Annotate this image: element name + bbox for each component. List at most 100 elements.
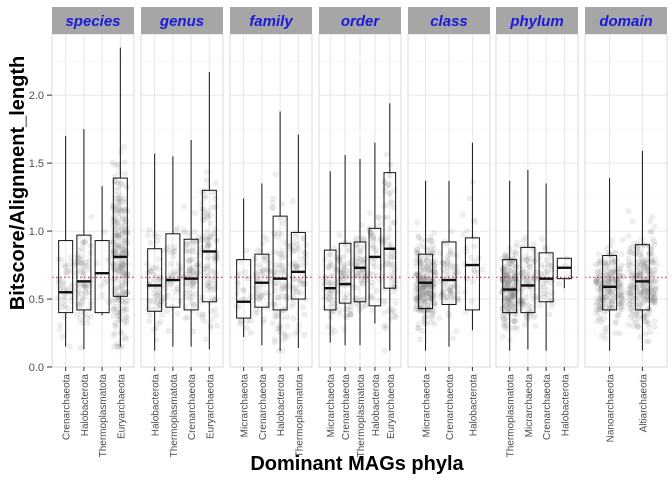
data-point [118,285,126,292]
data-point [182,281,190,288]
data-point [354,270,361,277]
data-point [626,258,633,265]
data-point [423,245,430,252]
data-point [417,291,424,298]
iqr-box [236,259,252,319]
data-point [165,327,172,334]
data-point [274,265,281,272]
data-point [609,277,616,284]
data-point [114,231,121,239]
data-point [555,280,563,287]
data-point [390,265,397,272]
data-point [385,181,393,188]
data-point [470,217,477,224]
data-point [59,283,66,291]
data-point [115,244,122,251]
data-point [330,244,338,252]
data-point [115,184,122,191]
data-point [618,288,625,295]
data-point [512,249,520,256]
data-point [370,235,377,242]
data-point [110,312,117,319]
data-point [255,295,262,302]
data-point [261,316,268,323]
data-point [203,286,210,293]
data-point [152,264,159,271]
data-point [190,238,197,245]
data-point [210,231,217,238]
data-point [121,238,128,245]
data-point [120,143,128,150]
data-point [340,253,347,260]
data-point [425,266,432,274]
data-point [651,256,659,263]
data-point [629,250,636,257]
data-point [115,232,122,239]
data-point [327,251,334,258]
data-point [340,270,347,277]
data-point [117,207,125,214]
data-point [442,281,449,288]
data-point [288,303,295,310]
data-point [651,323,658,330]
data-point [119,198,126,205]
data-point [508,295,516,302]
data-point [151,276,158,283]
data-point [146,226,153,234]
data-point [76,290,84,297]
data-point [327,259,334,266]
data-point [602,262,609,269]
data-point [110,286,117,294]
data-point [453,252,460,259]
data-point [120,269,127,276]
data-point [470,233,477,240]
data-point [167,270,174,278]
data-point [123,249,130,257]
data-point [301,331,308,338]
data-point [642,318,649,325]
data-point [444,272,451,279]
data-point [116,259,123,267]
data-point [392,313,399,320]
data-point [150,298,158,305]
box-Thermoplasmatota [290,134,306,348]
data-point [391,308,398,315]
data-point [444,253,451,261]
data-point [292,229,299,237]
data-point [291,264,298,271]
data-point [212,257,219,264]
data-point [355,259,362,266]
data-point [642,330,649,338]
data-point [116,263,123,270]
data-point [207,277,215,284]
data-point [119,228,126,235]
data-point [341,241,348,248]
data-point [428,291,436,298]
data-point [117,180,125,188]
data-point [357,248,364,255]
x-tick-label: Crenarchaeota [445,374,456,441]
data-point [292,245,299,252]
data-point [121,208,128,215]
data-point [413,245,420,253]
data-point [284,333,291,340]
data-point [188,300,195,307]
data-point [275,229,282,237]
data-point [187,293,194,300]
data-point [298,289,305,297]
data-point [186,267,193,274]
data-point [204,280,211,287]
data-point [110,161,118,168]
data-point [601,309,608,316]
data-point [190,283,197,290]
x-axis-title: Dominant MAGs phyla [250,453,464,475]
data-point [471,266,478,273]
data-point [191,302,198,309]
data-point [451,263,459,270]
data-point [421,298,429,305]
data-point [446,251,453,258]
data-point [469,278,477,285]
data-point [182,303,189,310]
data-point [118,279,126,286]
data-point [336,306,343,314]
